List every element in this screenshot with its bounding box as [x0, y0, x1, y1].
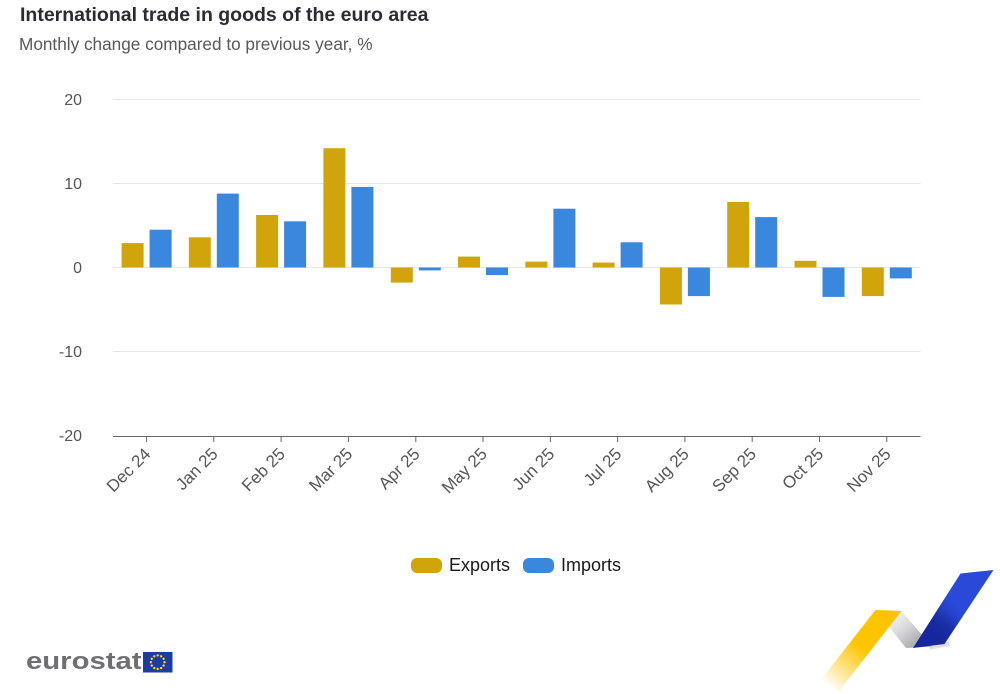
svg-text:Feb 25: Feb 25	[238, 444, 289, 495]
svg-text:0: 0	[73, 260, 82, 277]
svg-text:Jan 25: Jan 25	[172, 444, 222, 494]
svg-text:Mar 25: Mar 25	[305, 444, 356, 495]
svg-text:-20: -20	[59, 428, 82, 445]
svg-text:Nov 25: Nov 25	[843, 444, 895, 496]
svg-text:Apr 25: Apr 25	[375, 444, 424, 493]
svg-text:-10: -10	[59, 344, 82, 361]
svg-text:May 25: May 25	[438, 444, 491, 497]
svg-text:Oct 25: Oct 25	[778, 444, 827, 493]
svg-text:Dec 24: Dec 24	[103, 444, 155, 496]
svg-text:Sep 25: Sep 25	[708, 444, 760, 496]
svg-text:Jul 25: Jul 25	[580, 444, 626, 490]
svg-text:Jun 25: Jun 25	[509, 444, 559, 494]
svg-text:Aug 25: Aug 25	[641, 444, 693, 496]
svg-text:20: 20	[64, 92, 82, 109]
svg-text:10: 10	[64, 176, 82, 193]
